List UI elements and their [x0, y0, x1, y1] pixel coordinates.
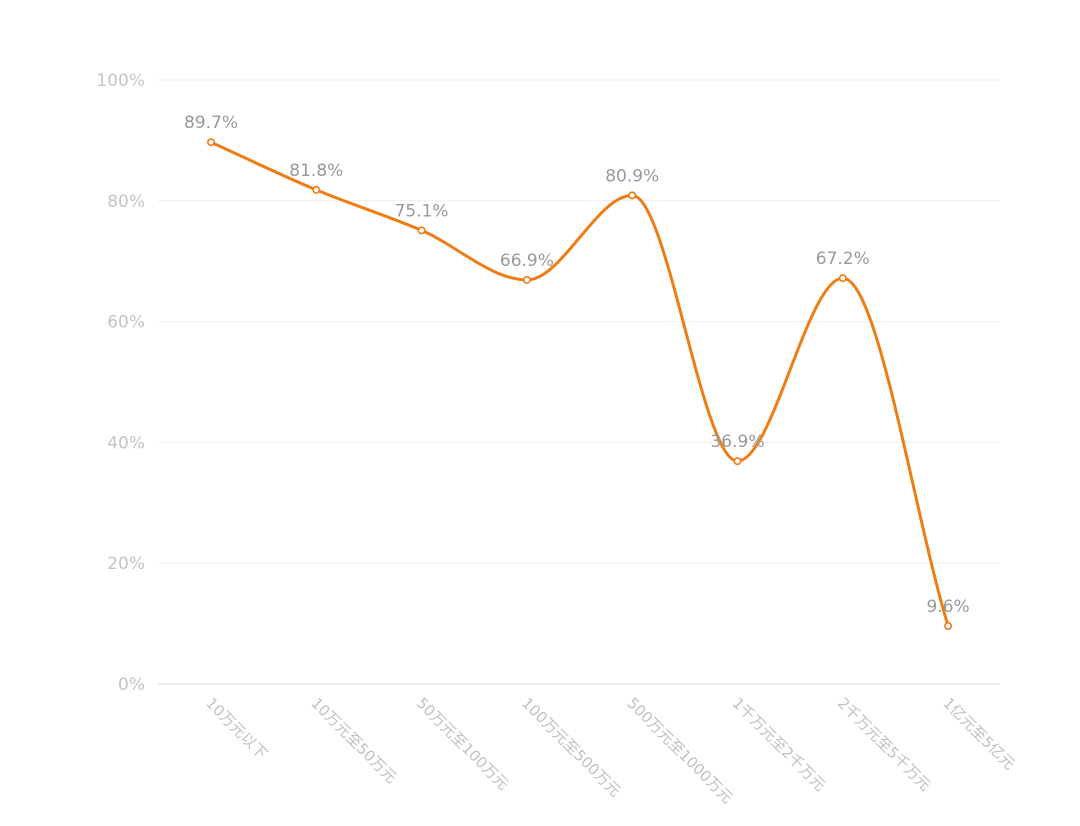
data-label: 75.1% [395, 201, 449, 221]
data-point [522, 275, 531, 284]
data-label: 80.9% [605, 166, 659, 186]
data-point [312, 185, 321, 194]
data-label: 67.2% [816, 249, 870, 269]
y-tick-label: 0% [118, 675, 145, 695]
data-label: 36.9% [710, 432, 764, 452]
x-axis-ticks: 10万元以下 10万元至50万元 50万元至100万元 100万元至500万元 500万… [202, 694, 1018, 807]
x-tick-label: 500万元至1000万元 [623, 694, 736, 807]
data-labels: 89.7% 81.8% 75.1% 66.9% 80.9% 36.9% 67.2% 9.6% [184, 113, 970, 617]
x-tick-label: 2千万元至5千万元 [834, 694, 934, 794]
y-tick-label: 60% [107, 313, 145, 333]
x-tick-label: 1亿元至5亿元 [939, 694, 1018, 773]
x-tick-label: 10万元至50万元 [307, 694, 400, 787]
y-tick-label: 80% [107, 192, 145, 212]
y-tick-label: 40% [107, 433, 145, 453]
x-tick-label: 1千万元至2千万元 [729, 694, 829, 794]
series-layer [207, 138, 953, 631]
data-point [944, 622, 953, 631]
data-point [417, 226, 426, 235]
data-label: 9.6% [926, 597, 969, 617]
y-axis-ticks: 0% 20% 40% 60% 80% 100% [96, 71, 145, 695]
data-point [207, 138, 216, 147]
data-label: 81.8% [289, 161, 343, 181]
y-tick-label: 20% [107, 554, 145, 574]
data-point [628, 191, 637, 200]
x-tick-label: 10万元以下 [202, 694, 271, 763]
y-tick-label: 100% [96, 71, 145, 91]
data-label: 89.7% [184, 113, 238, 133]
x-tick-label: 100万元至500万元 [518, 694, 624, 800]
data-point [838, 274, 847, 283]
data-label: 66.9% [500, 251, 554, 271]
x-tick-label: 50万元至100万元 [413, 694, 513, 794]
series-line [209, 140, 950, 628]
grid-layer [158, 79, 1000, 685]
data-point [733, 457, 742, 466]
